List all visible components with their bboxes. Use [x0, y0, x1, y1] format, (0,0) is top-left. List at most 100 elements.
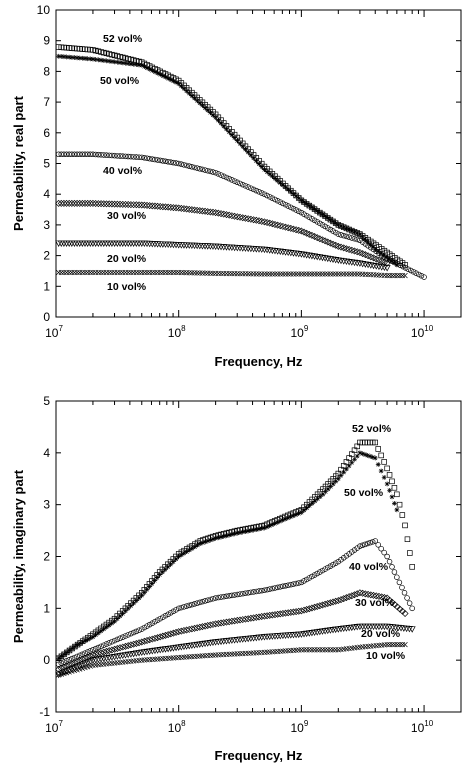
data-point-square [396, 501, 403, 508]
data-point-circle [212, 169, 219, 176]
data-point-circle [256, 588, 262, 594]
data-point-x [202, 270, 208, 276]
data-point-diamond [370, 591, 378, 599]
data-point-x [231, 270, 238, 277]
data-point-circle [204, 167, 211, 174]
data-point-star [85, 56, 91, 62]
data-point-diamond [105, 647, 113, 655]
data-point-circle [55, 151, 62, 158]
data-point-diamond [337, 243, 345, 251]
data-point-circle [186, 163, 192, 169]
data-point-x [394, 272, 401, 279]
data-point-diamond [63, 199, 71, 207]
data-point-circle [277, 199, 284, 205]
x-tick-base: 10 [290, 721, 304, 735]
data-point-x [304, 647, 310, 653]
x-tick-exponent: 8 [181, 719, 186, 728]
data-point-x [397, 641, 403, 648]
data-point-diamond [135, 201, 143, 209]
data-point-diamond [124, 642, 132, 650]
data-point-x [85, 269, 91, 276]
data-point-circle [406, 600, 413, 606]
data-point-circle [160, 614, 166, 620]
data-point-diamond [292, 608, 300, 616]
data-point-x [314, 647, 320, 653]
data-point-circle [146, 621, 153, 628]
data-point-star [109, 620, 115, 626]
y-tick-label: 9 [43, 34, 50, 48]
data-point-star [354, 453, 360, 459]
data-point-star [109, 59, 115, 64]
data-point-circle [237, 591, 243, 597]
data-point-circle [274, 198, 281, 204]
data-point-x [139, 657, 145, 663]
data-point-diamond [135, 639, 143, 647]
data-point-diamond [274, 221, 282, 229]
data-point-diamond [151, 202, 159, 210]
data-point-star [154, 575, 160, 581]
data-point-diamond [162, 631, 169, 639]
data-point-star [312, 206, 317, 212]
data-point-star [323, 489, 328, 495]
data-point-x [309, 647, 315, 653]
data-point-x [210, 270, 216, 276]
data-point-x [354, 271, 360, 277]
data-point-x [389, 641, 395, 648]
data-point-star [229, 532, 235, 537]
data-point-x [397, 272, 403, 279]
data-point-star [139, 62, 145, 68]
series-label: 52 vol% [103, 33, 143, 45]
data-point-star [269, 173, 275, 179]
data-point-diamond [287, 608, 295, 616]
data-point-diamond [127, 201, 135, 209]
data-point-circle [74, 151, 80, 158]
data-point-star [243, 146, 248, 152]
data-point-star [120, 60, 126, 66]
data-point-circle [335, 231, 342, 237]
data-point-star [147, 66, 153, 72]
data-point-circle [173, 160, 179, 166]
data-point-star [195, 542, 200, 548]
data-point-x [223, 651, 230, 658]
data-point-star [82, 638, 88, 644]
data-point-x [154, 269, 161, 276]
data-point-triangle-down [359, 260, 367, 268]
data-point-star [178, 83, 184, 89]
data-point-star [197, 541, 203, 546]
data-point-star [245, 149, 251, 155]
data-point-star [224, 126, 229, 132]
data-point-diamond [154, 202, 162, 210]
data-point-star [338, 473, 344, 478]
data-point-circle [197, 166, 203, 172]
data-point-diamond [342, 594, 350, 602]
data-point-star [349, 460, 355, 465]
data-point-diamond [353, 248, 361, 256]
data-point-star [120, 611, 126, 616]
data-point-x [322, 271, 328, 277]
data-point-x [259, 271, 265, 277]
data-point-triangle-down [326, 256, 334, 263]
data-point-star [85, 637, 91, 642]
data-point-diamond [60, 199, 68, 207]
data-point-star [325, 486, 331, 492]
data-point-diamond [148, 635, 156, 643]
data-point-diamond [252, 613, 260, 621]
data-point-star [200, 102, 205, 108]
data-point-star [117, 613, 123, 619]
x-tick-label: 1010 [411, 324, 434, 340]
data-point-circle [396, 579, 403, 586]
data-point-circle [223, 593, 230, 599]
data-point-x [317, 271, 323, 277]
data-point-diamond [250, 614, 258, 622]
data-point-star [136, 595, 142, 601]
data-point-star [304, 201, 310, 207]
data-point-circle [117, 635, 123, 642]
data-point-star [304, 505, 310, 511]
data-point-diamond [193, 206, 201, 214]
data-point-x [181, 269, 187, 276]
data-point-star [72, 644, 78, 649]
data-point-triangle-down [378, 264, 386, 271]
data-point-diamond [276, 610, 284, 618]
